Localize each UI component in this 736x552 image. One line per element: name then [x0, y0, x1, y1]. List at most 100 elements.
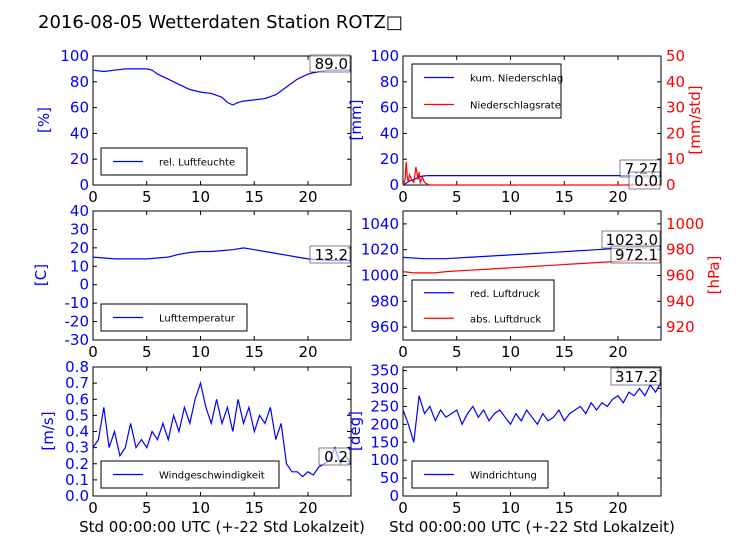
top-left-annotation: 89.0: [315, 55, 348, 73]
middle-left-legend-label: Lufttemperatur: [159, 314, 236, 325]
bottom-right-ytick-label: 150: [370, 433, 399, 451]
top-right-annotation-box: [628, 171, 661, 190]
bottom-left-ytick-label: 0.3: [65, 439, 89, 457]
middle-right-legend-label: abs. Luftdruck: [470, 314, 541, 325]
top-right-ytick-label: 100: [370, 47, 399, 65]
top-right-ytick-label: 0: [389, 176, 399, 194]
bottom-left-xtick-label: 15: [245, 499, 264, 517]
top-right-series-line: [402, 161, 661, 186]
bottom-right-legend-box: [411, 460, 549, 489]
top-right-ytick-right-label: 40: [666, 73, 685, 91]
top-right-xtick-label: 20: [608, 188, 627, 206]
middle-left-xtick-label: 20: [298, 343, 317, 361]
middle-right-annotation: 972.1: [615, 246, 658, 264]
top-right-ylabel: [mm]: [347, 100, 365, 141]
top-left-ytick-label: 40: [70, 124, 89, 142]
top-left-ytick-label: 80: [70, 73, 89, 91]
bottom-left-xtick-label: 20: [298, 499, 317, 517]
top-right-xtick-label: 15: [555, 188, 574, 206]
middle-left-xtick-label: 0: [88, 343, 98, 361]
middle-left-annotation-box: [309, 245, 351, 264]
bottom-right-legend-label: Windrichtung: [470, 471, 537, 482]
middle-right-annotation: 1023.0: [606, 231, 659, 249]
middle-left-legend-box: [100, 303, 248, 332]
top-left-series-line: [92, 68, 351, 106]
top-right-legend-label: Niederschlagsrate: [470, 101, 561, 112]
bottom-left-xlabel: Std 00:00:00 UTC (+-22 Std Lokalzeit): [79, 518, 365, 536]
bottom-right-ytick-label: 0: [389, 487, 399, 505]
middle-right-ytick-right-label: 1000: [666, 215, 704, 233]
bottom-left-ytick-label: 0.5: [65, 406, 89, 424]
bottom-right-ylabel: [deg]: [346, 411, 364, 451]
top-right-series-line: [402, 175, 661, 186]
top-right-ytick-label: 60: [380, 99, 399, 117]
middle-left-ytick-label: 0: [79, 276, 89, 294]
bottom-right-series-line: [402, 382, 662, 443]
middle-right-ytick-label: 960: [370, 318, 399, 336]
middle-left-ytick-label: 40: [70, 202, 89, 220]
bottom-left-annotation: 0.2: [324, 448, 348, 466]
middle-left-ytick-label: -20: [65, 313, 90, 331]
middle-right-xtick-label: 15: [555, 343, 574, 361]
page-title: 2016-08-05 Wetterdaten Station ROTZ□: [38, 12, 403, 33]
top-right-xtick-label: 0: [398, 188, 408, 206]
bottom-right-xtick-label: 20: [608, 499, 627, 517]
top-right-ytick-label: 20: [380, 150, 399, 168]
top-left-ytick-label: 60: [70, 99, 89, 117]
middle-left-axes-frame: [92, 210, 352, 341]
middle-left-ylabel: [C]: [32, 264, 50, 286]
bottom-left-annotation-box: [318, 447, 351, 466]
bottom-left-ytick-label: 0.6: [65, 390, 89, 408]
bottom-right-xlabel: Std 00:00:00 UTC (+-22 Std Lokalzeit): [389, 518, 675, 536]
middle-right-ytick-right-label: 960: [666, 267, 695, 285]
top-left-ytick-label: 100: [60, 47, 89, 65]
middle-right-xtick-label: 5: [452, 343, 462, 361]
top-left-xtick-label: 5: [142, 188, 152, 206]
top-right-ytick-right-label: 30: [666, 99, 685, 117]
bottom-left-series-line: [92, 380, 352, 478]
middle-right-ytick-label: 980: [370, 292, 399, 310]
middle-right-ytick-label: 1000: [361, 267, 399, 285]
middle-right-ytick-right-label: 940: [666, 292, 695, 310]
bottom-right-xtick-label: 10: [501, 499, 520, 517]
top-left-xtick-label: 0: [88, 188, 98, 206]
middle-right-xtick-label: 20: [608, 343, 627, 361]
top-left-ytick-label: 20: [70, 150, 89, 168]
bottom-right-xtick-label: 5: [452, 499, 462, 517]
top-right-ytick-label: 80: [380, 73, 399, 91]
bottom-left-ylabel: [m/s]: [39, 411, 57, 450]
top-left-axes-frame: [92, 55, 352, 186]
middle-right-ytick-right-label: 920: [666, 318, 695, 336]
bottom-left-ytick-label: 0.4: [65, 423, 89, 441]
top-right-legend-label: kum. Niederschlag: [470, 74, 563, 85]
bottom-left-xtick-label: 5: [142, 499, 152, 517]
middle-right-xtick-label: 0: [398, 343, 408, 361]
middle-left-annotation: 13.2: [315, 246, 348, 264]
middle-right-ytick-right-label: 980: [666, 241, 695, 259]
top-left-annotation-box: [309, 54, 351, 73]
bottom-right-ytick-label: 50: [380, 469, 399, 487]
middle-left-ytick-label: -10: [65, 294, 90, 312]
middle-left-xtick-label: 5: [142, 343, 152, 361]
bottom-right-annotation: 317.2: [615, 368, 658, 386]
middle-left-series-line: [92, 247, 351, 261]
bottom-right-xtick-label: 0: [398, 499, 408, 517]
bottom-right-ytick-label: 250: [370, 397, 399, 415]
top-left-xtick-label: 15: [245, 188, 264, 206]
bottom-left-ytick-label: 0.8: [65, 358, 89, 376]
top-right-ytick-right-label: 0: [666, 176, 676, 194]
top-left-ylabel: [%]: [35, 107, 53, 133]
middle-right-ylabel-right: [hPa]: [705, 256, 723, 295]
top-left-legend-label: rel. Luftfeuchte: [159, 158, 235, 169]
middle-left-xtick-label: 15: [245, 343, 264, 361]
top-right-xtick-label: 10: [501, 188, 520, 206]
bottom-right-ytick-label: 300: [370, 380, 399, 398]
bottom-left-ytick-label: 0.0: [65, 487, 89, 505]
top-right-xtick-label: 5: [452, 188, 462, 206]
bottom-left-ytick-label: 0.1: [65, 471, 89, 489]
middle-left-ytick-label: 20: [70, 239, 89, 257]
middle-left-xtick-label: 10: [191, 343, 210, 361]
middle-right-ytick-label: 1020: [361, 241, 399, 259]
